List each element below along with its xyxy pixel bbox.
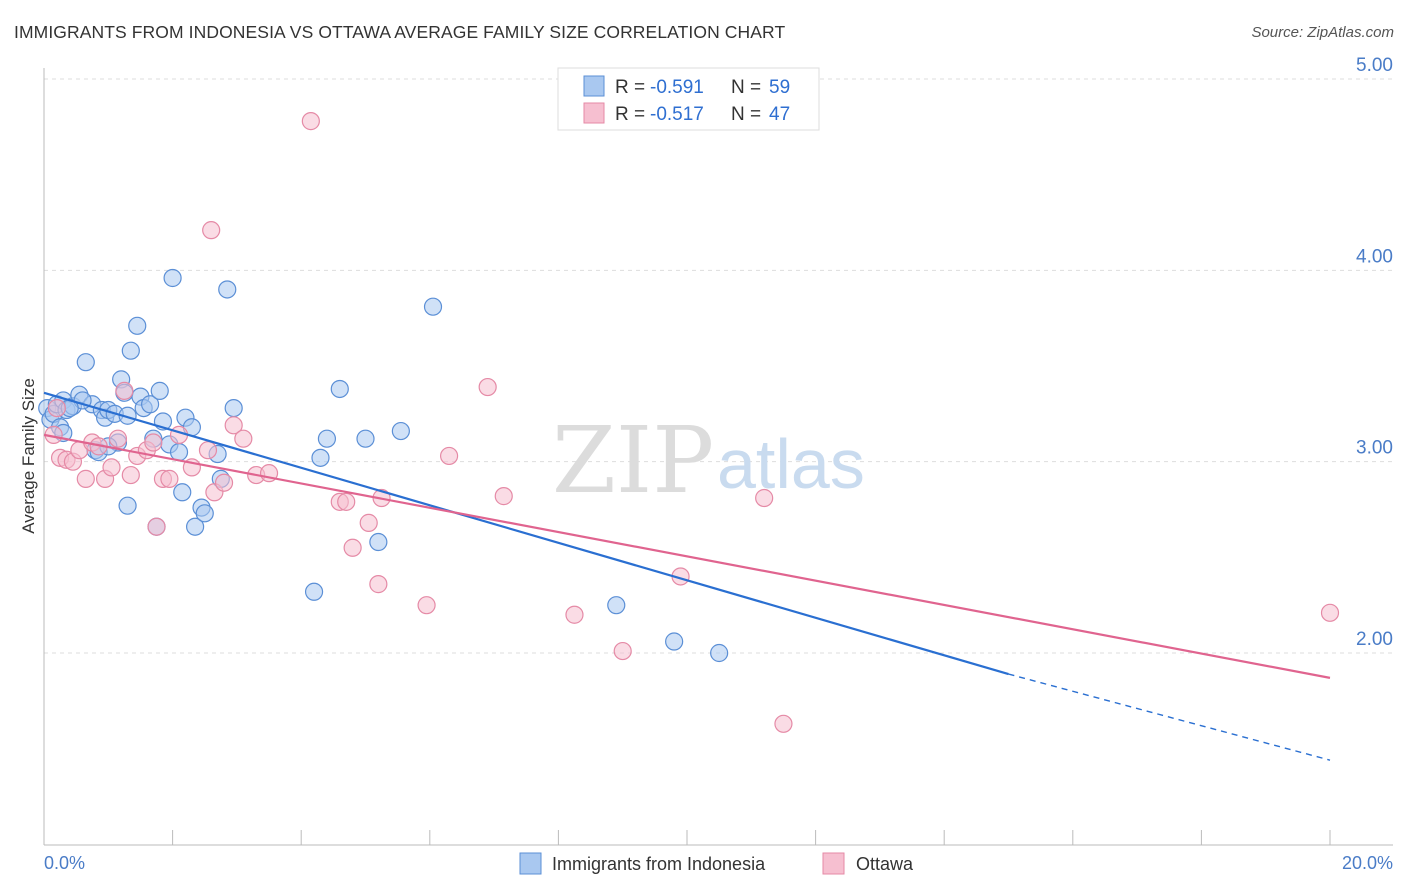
ottawa-trendline	[43, 433, 1331, 679]
indonesia-point	[169, 443, 189, 462]
bottom-legend: Immigrants from Indonesia Ottawa	[519, 852, 914, 875]
ottawa-point	[359, 513, 378, 532]
y-tick-label: 3.00	[1356, 438, 1393, 459]
indonesia-point	[311, 448, 330, 467]
gridlines	[44, 78, 1393, 654]
indonesia-point	[304, 582, 324, 601]
indonesia-point	[391, 421, 410, 441]
series-ottawa-points	[44, 112, 1340, 733]
ottawa-point	[774, 714, 793, 733]
ottawa-point	[439, 446, 459, 466]
indonesia-trendline-extension	[1008, 673, 1331, 761]
legend-r-label-1: R =	[615, 77, 645, 98]
ottawa-point	[202, 221, 221, 240]
ottawa-point	[47, 398, 66, 418]
ottawa-point	[102, 458, 121, 477]
trendlines	[43, 391, 1331, 761]
indonesia-point	[224, 398, 243, 418]
indonesia-point	[218, 280, 237, 299]
ottawa-point	[76, 469, 95, 488]
indonesia-point	[607, 596, 626, 615]
ottawa-point	[121, 465, 140, 485]
y-tick-labels: 2.00 3.00 4.00 5.00	[1356, 55, 1393, 650]
indonesia-point	[128, 316, 147, 335]
indonesia-point	[150, 381, 169, 400]
x-tick-label-min: 0.0%	[44, 853, 85, 873]
ottawa-point	[369, 575, 388, 594]
indonesia-point	[330, 379, 349, 399]
y-tick-label: 2.00	[1356, 629, 1393, 650]
legend-n-value-2: 47	[769, 104, 790, 125]
indonesia-point	[356, 429, 375, 448]
source-label: Source: ZipAtlas.com	[1251, 24, 1394, 41]
ottawa-point	[337, 492, 356, 511]
indonesia-point	[173, 483, 192, 502]
bottom-legend-swatch-blue	[519, 852, 542, 875]
indonesia-point	[195, 504, 214, 523]
ottawa-point	[115, 381, 134, 400]
ottawa-point	[144, 433, 163, 452]
legend: R = -0.591 N = 59 R = -0.517 N = 47	[557, 67, 820, 131]
indonesia-point	[710, 643, 729, 663]
ottawa-point	[478, 377, 497, 397]
ottawa-point	[160, 469, 179, 488]
legend-r-value-1: -0.591	[650, 77, 704, 98]
y-tick-label: 5.00	[1356, 55, 1393, 76]
indonesia-point	[369, 532, 388, 552]
ottawa-point	[108, 429, 128, 448]
indonesia-point	[317, 429, 337, 448]
ottawa-point	[147, 517, 166, 536]
ottawa-point	[343, 538, 362, 557]
watermark-atlas: atlas	[717, 425, 865, 503]
y-tick-label: 4.00	[1356, 246, 1393, 267]
legend-n-label-2: N =	[731, 104, 761, 125]
ottawa-point	[613, 641, 632, 661]
ottawa-point	[417, 596, 436, 615]
legend-r-label-2: R =	[615, 104, 645, 125]
ottawa-point	[234, 429, 253, 448]
legend-swatch-pink	[583, 102, 605, 124]
bottom-legend-swatch-pink	[822, 852, 845, 875]
bottom-legend-label-indonesia: Immigrants from Indonesia	[552, 854, 766, 874]
indonesia-point	[186, 517, 205, 536]
indonesia-point	[423, 297, 443, 316]
chart-title: IMMIGRANTS FROM INDONESIA VS OTTAWA AVER…	[14, 22, 786, 42]
indonesia-trendline	[43, 391, 1009, 676]
ottawa-point	[565, 605, 584, 624]
indonesia-point	[118, 496, 137, 515]
x-ticks	[43, 830, 1331, 845]
ottawa-point	[301, 112, 320, 131]
legend-n-value-1: 59	[769, 77, 790, 98]
ottawa-point	[214, 473, 234, 492]
watermark-zip: ZIP	[552, 407, 714, 514]
indonesia-point	[140, 395, 160, 414]
ottawa-point	[755, 488, 774, 508]
ottawa-point	[224, 416, 243, 435]
legend-n-label-1: N =	[731, 77, 761, 98]
indonesia-point	[121, 341, 140, 360]
axes	[43, 68, 1393, 846]
legend-swatch-blue	[583, 75, 605, 97]
indonesia-point	[163, 268, 182, 288]
bottom-legend-label-ottawa: Ottawa	[856, 854, 914, 874]
legend-r-value-2: -0.517	[650, 104, 704, 125]
ottawa-point	[494, 487, 513, 506]
ottawa-point	[1320, 603, 1340, 622]
indonesia-point	[665, 632, 684, 651]
indonesia-point	[76, 353, 95, 372]
x-tick-label-max: 20.0%	[1342, 853, 1393, 873]
ottawa-point	[198, 441, 218, 460]
watermark: ZIP atlas	[552, 407, 865, 514]
y-axis-label: Average Family Size	[19, 378, 38, 534]
